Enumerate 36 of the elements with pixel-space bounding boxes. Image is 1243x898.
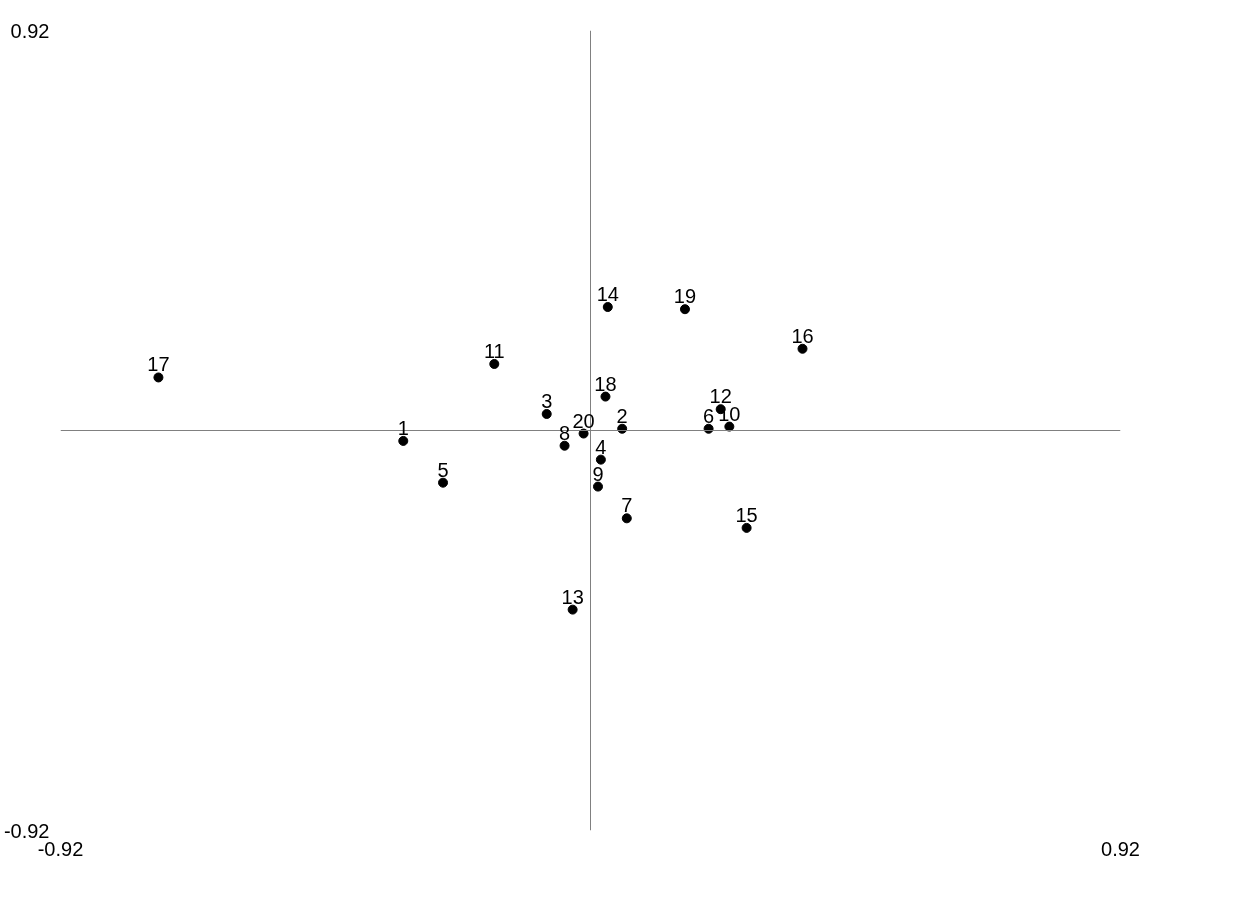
annotation: 14 (596, 283, 619, 306)
point (153, 372, 164, 383)
point (438, 477, 449, 488)
annotation: 1 (397, 416, 409, 439)
point (567, 604, 578, 615)
annotation: 20 (572, 409, 595, 432)
annotation: 18 (594, 372, 617, 395)
point (398, 435, 409, 446)
point (489, 358, 500, 369)
annotation: 9 (592, 462, 604, 485)
point (541, 408, 552, 419)
annotation: 2 (616, 404, 628, 427)
point (679, 304, 690, 315)
annotation: 13 (561, 585, 584, 608)
annotation: 15 (735, 503, 758, 526)
point (578, 428, 589, 439)
point (621, 513, 632, 524)
annotation: 8 (559, 421, 571, 444)
point (703, 423, 714, 434)
point (602, 302, 613, 313)
annotation: 3 (541, 389, 553, 412)
point (724, 421, 735, 432)
annotation: 7 (621, 494, 633, 517)
point (559, 440, 570, 451)
point (600, 391, 611, 402)
point (595, 454, 606, 465)
annotation: 11 (483, 339, 505, 362)
point (741, 522, 752, 533)
annotation: 16 (791, 324, 814, 347)
annotation: 19 (673, 285, 697, 308)
annotation: 5 (437, 458, 449, 481)
point (592, 481, 603, 492)
annotation: 17 (147, 353, 170, 376)
point (797, 343, 808, 354)
point (617, 423, 628, 434)
annotation: 4 (595, 435, 607, 458)
